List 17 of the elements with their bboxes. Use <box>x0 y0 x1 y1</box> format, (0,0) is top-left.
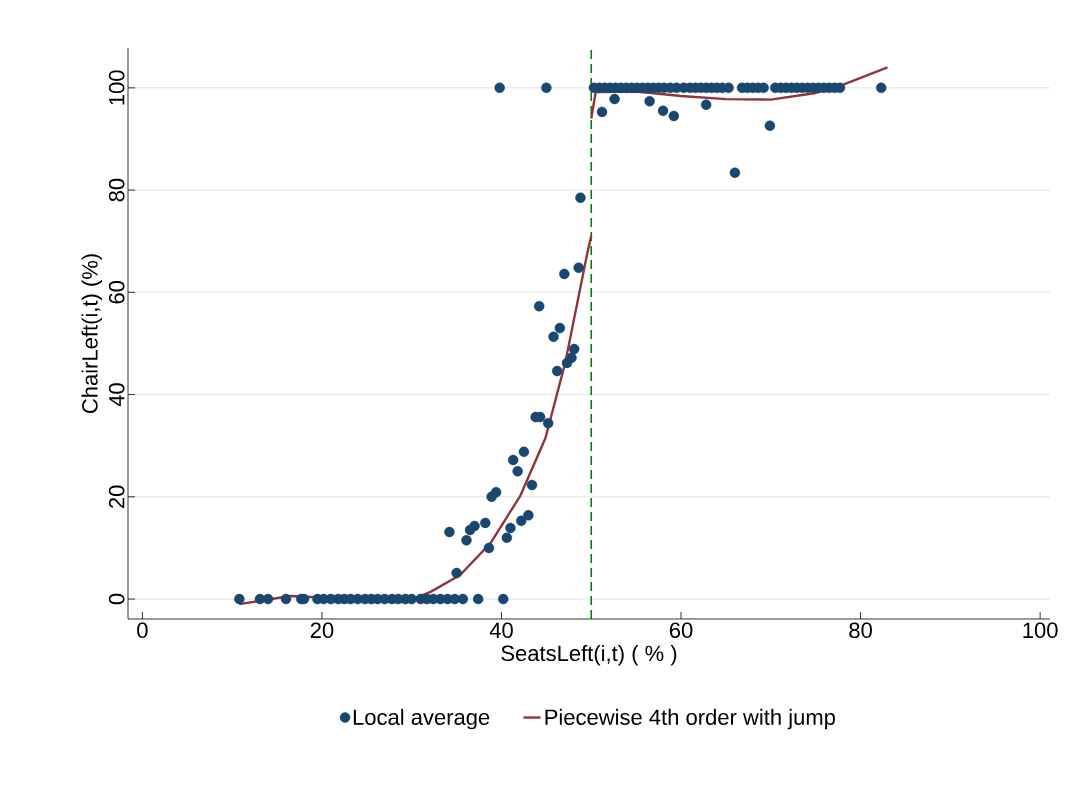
legend-label: Local average <box>353 708 490 730</box>
x-tick-label: 80 <box>849 622 872 639</box>
y-axis-title: ChairLeft(i,t) (%) <box>81 254 103 414</box>
x-tick-label: 40 <box>489 622 513 639</box>
y-tick-label: 20 <box>108 485 125 508</box>
x-tick-label: 100 <box>1023 622 1058 639</box>
y-tick-label: 60 <box>108 280 125 304</box>
legend-label: Piecewise 4th order with jump <box>545 708 835 730</box>
y-tick-label: 40 <box>108 383 125 407</box>
line-series <box>590 66 889 120</box>
y-tick-label: 0 <box>108 593 125 605</box>
y-tick-label: 100 <box>108 70 125 105</box>
x-tick-label: 60 <box>669 622 693 639</box>
x-tick-label: 0 <box>137 622 148 639</box>
y-tick-label: 80 <box>108 178 125 202</box>
x-tick-label: 20 <box>310 622 334 639</box>
x-axis-title: SeatsLeft(i,t) ( % ) <box>501 644 677 666</box>
